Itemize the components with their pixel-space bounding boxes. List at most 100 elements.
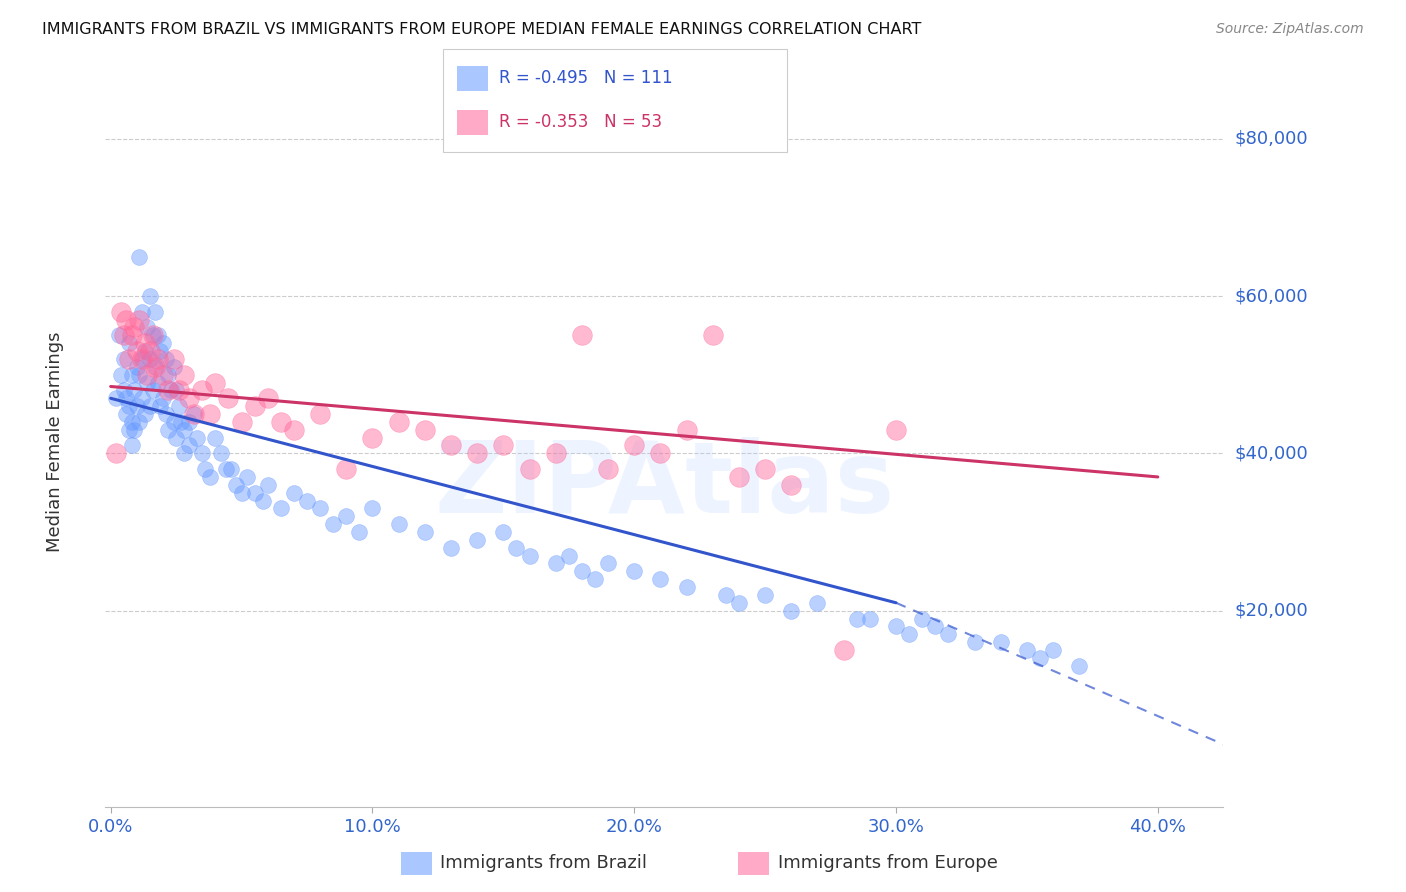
Point — [110, 305, 132, 319]
Point — [215, 462, 238, 476]
Point — [361, 431, 384, 445]
Text: ZIPAtlas: ZIPAtlas — [434, 437, 894, 534]
Point — [179, 415, 201, 429]
Point — [191, 384, 214, 398]
Point — [183, 407, 205, 421]
Point — [179, 438, 201, 452]
Point — [165, 431, 187, 445]
Point — [128, 415, 150, 429]
Point — [162, 351, 184, 366]
Text: Immigrants from Brazil: Immigrants from Brazil — [440, 855, 647, 872]
Point — [162, 415, 184, 429]
Point — [160, 384, 183, 398]
Point — [118, 336, 141, 351]
Point — [243, 399, 266, 413]
Point — [149, 344, 172, 359]
Point — [519, 549, 541, 563]
Point — [125, 399, 148, 413]
Point — [121, 438, 143, 452]
Point — [136, 320, 159, 334]
Point — [179, 392, 201, 406]
Point — [780, 604, 803, 618]
Point — [309, 407, 332, 421]
Point — [714, 588, 737, 602]
Point — [963, 635, 986, 649]
Text: $20,000: $20,000 — [1234, 601, 1308, 620]
Point — [173, 446, 195, 460]
Point — [832, 643, 855, 657]
Point — [388, 415, 411, 429]
Point — [139, 399, 162, 413]
Point — [128, 250, 150, 264]
Point — [139, 289, 162, 303]
Point — [754, 462, 776, 476]
Point — [131, 351, 153, 366]
Point — [134, 336, 156, 351]
Point — [252, 493, 274, 508]
Point — [173, 423, 195, 437]
Point — [335, 509, 357, 524]
Point — [571, 328, 593, 343]
Point — [128, 312, 150, 326]
Text: R = -0.495   N = 111: R = -0.495 N = 111 — [499, 70, 672, 87]
Point — [209, 446, 232, 460]
Point — [104, 392, 127, 406]
Point — [1069, 658, 1091, 673]
Point — [152, 336, 174, 351]
Point — [650, 446, 672, 460]
Point — [270, 415, 292, 429]
Point — [142, 384, 165, 398]
Text: Source: ZipAtlas.com: Source: ZipAtlas.com — [1216, 22, 1364, 37]
Point — [125, 344, 148, 359]
Point — [146, 328, 169, 343]
Point — [122, 423, 145, 437]
Point — [335, 462, 357, 476]
Point — [583, 572, 606, 586]
Point — [134, 344, 156, 359]
Point — [728, 596, 751, 610]
Point — [167, 384, 190, 398]
Text: R = -0.353   N = 53: R = -0.353 N = 53 — [499, 113, 662, 131]
Point — [115, 392, 138, 406]
Point — [149, 399, 172, 413]
Point — [139, 351, 162, 366]
Point — [118, 399, 141, 413]
Point — [780, 477, 803, 491]
Point — [702, 328, 724, 343]
Point — [440, 438, 463, 452]
Point — [165, 384, 187, 398]
Point — [152, 392, 174, 406]
Point — [136, 368, 159, 382]
Point — [198, 407, 221, 421]
Point — [157, 368, 180, 382]
Point — [596, 462, 619, 476]
Point — [413, 423, 436, 437]
Point — [136, 376, 159, 390]
Point — [884, 619, 907, 633]
Point — [118, 423, 141, 437]
Point — [112, 328, 135, 343]
Point — [194, 462, 217, 476]
Point — [322, 517, 344, 532]
Text: $40,000: $40,000 — [1234, 444, 1308, 462]
Point — [295, 493, 318, 508]
Point — [231, 485, 253, 500]
Point — [186, 431, 208, 445]
Point — [309, 501, 332, 516]
Point — [492, 524, 515, 539]
Point — [115, 312, 138, 326]
Point — [571, 564, 593, 578]
Point — [898, 627, 921, 641]
Point — [122, 384, 145, 398]
Point — [122, 320, 145, 334]
Point — [990, 635, 1012, 649]
Point — [146, 351, 169, 366]
Point — [142, 328, 165, 343]
Point — [1042, 643, 1064, 657]
Point — [231, 415, 253, 429]
Point — [167, 399, 190, 413]
Point — [118, 351, 141, 366]
Point — [236, 470, 259, 484]
Point — [361, 501, 384, 516]
Point — [845, 611, 868, 625]
